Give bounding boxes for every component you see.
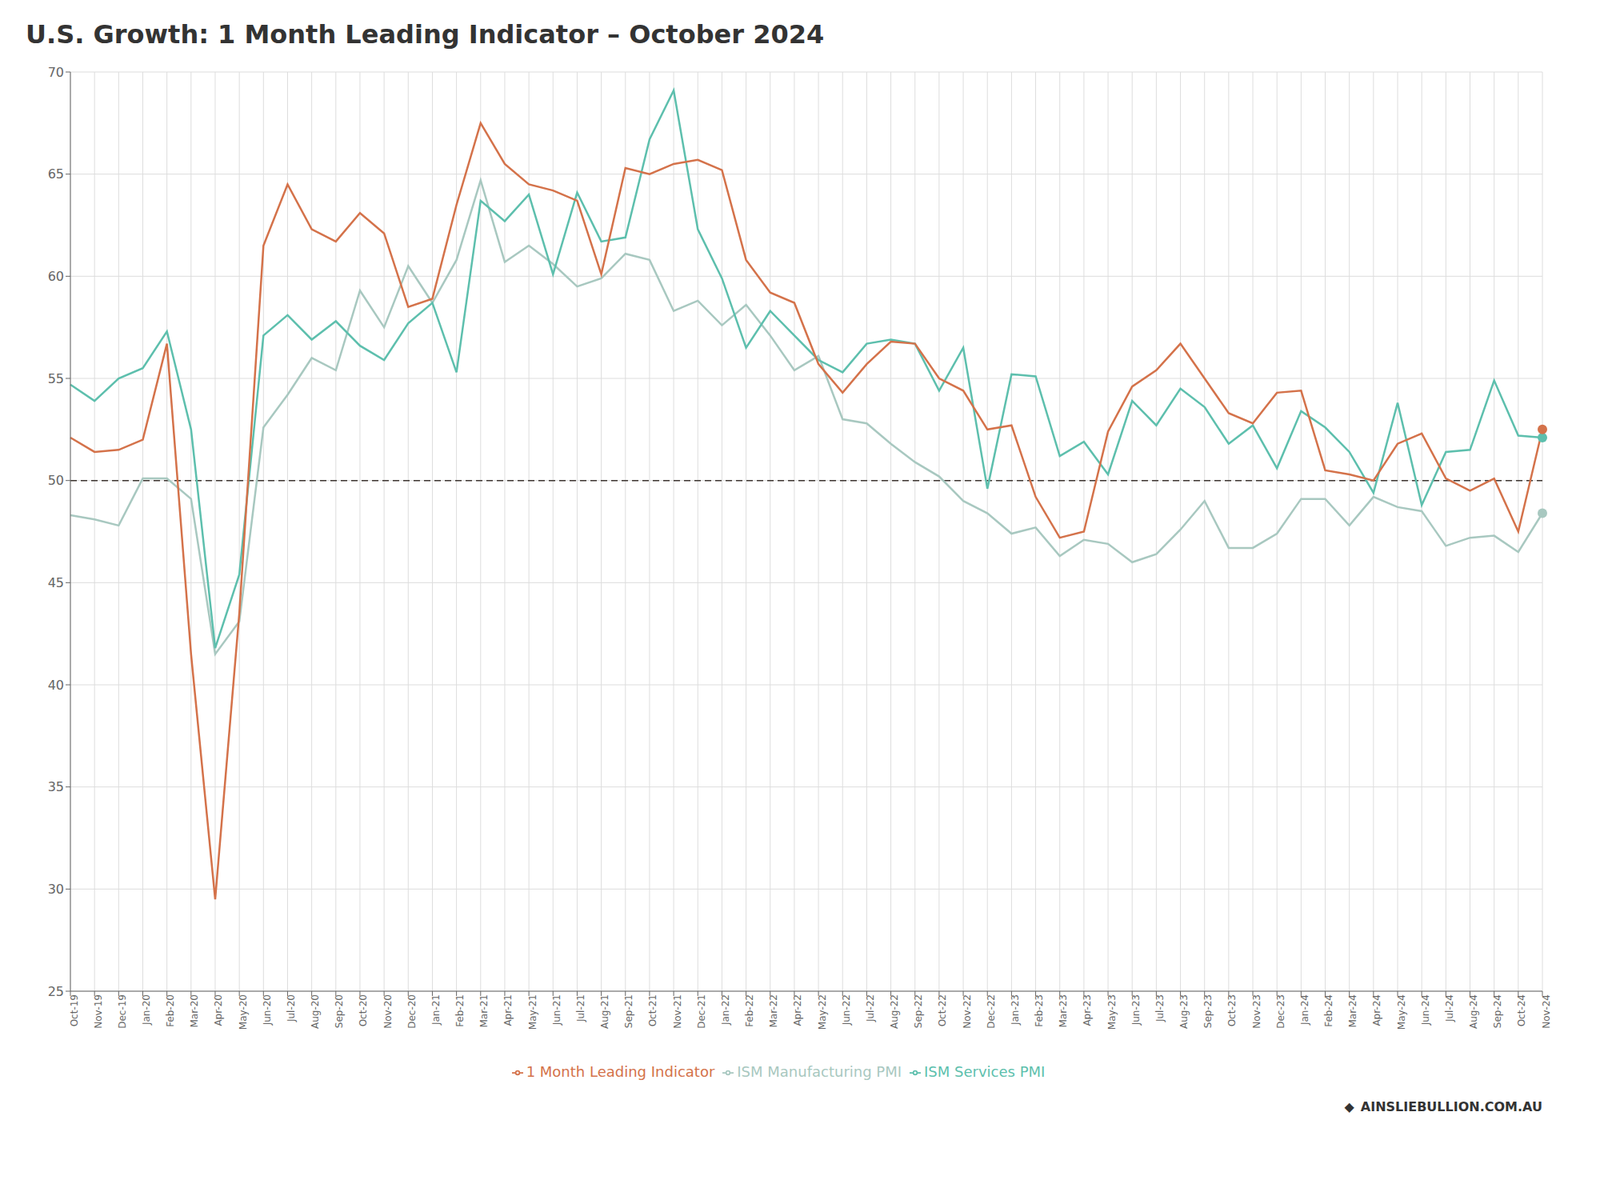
svg-text:Jun-21: Jun-21: [551, 994, 563, 1026]
svg-text:Dec-20: Dec-20: [406, 994, 418, 1029]
svg-text:Jul-20: Jul-20: [285, 994, 297, 1023]
svg-text:50: 50: [48, 472, 64, 488]
svg-text:Jun-23: Jun-23: [1130, 994, 1142, 1026]
svg-text:40: 40: [48, 677, 64, 693]
svg-text:Nov-21: Nov-21: [672, 994, 684, 1029]
svg-text:Jan-24: Jan-24: [1299, 994, 1311, 1026]
svg-text:Apr-20: Apr-20: [213, 994, 225, 1027]
svg-text:Jul-24: Jul-24: [1444, 994, 1456, 1023]
svg-text:Oct-24: Oct-24: [1516, 994, 1528, 1027]
svg-text:May-23: May-23: [1106, 994, 1118, 1030]
svg-text:Mar-24: Mar-24: [1347, 994, 1359, 1028]
svg-text:Sep-23: Sep-23: [1202, 994, 1214, 1028]
svg-text:Oct-21: Oct-21: [647, 994, 659, 1027]
svg-text:Nov-24: Nov-24: [1540, 994, 1552, 1029]
svg-text:Apr-23: Apr-23: [1081, 994, 1093, 1027]
svg-text:Sep-21: Sep-21: [623, 994, 635, 1028]
svg-text:Jul-23: Jul-23: [1154, 994, 1166, 1023]
svg-text:55: 55: [48, 371, 64, 387]
svg-text:Dec-21: Dec-21: [696, 994, 708, 1029]
svg-text:Aug-21: Aug-21: [599, 994, 611, 1029]
svg-text:65: 65: [48, 166, 64, 182]
svg-text:Mar-21: Mar-21: [478, 994, 490, 1028]
svg-text:35: 35: [48, 779, 64, 795]
svg-text:Aug-24: Aug-24: [1468, 994, 1480, 1029]
svg-text:May-21: May-21: [527, 994, 539, 1030]
html-text:◆ AINSLIEBULLION.COM.AU: ◆ AINSLIEBULLION.COM.AU: [1344, 1099, 1543, 1115]
svg-text:May-24: May-24: [1396, 994, 1408, 1030]
svg-text:Dec-19: Dec-19: [116, 994, 128, 1029]
svg-text:May-20: May-20: [237, 994, 249, 1030]
svg-text:Nov-19: Nov-19: [92, 994, 104, 1029]
svg-text:Oct-20: Oct-20: [357, 994, 369, 1027]
svg-text:70: 70: [48, 64, 64, 80]
svg-text:Sep-22: Sep-22: [912, 994, 924, 1028]
svg-text:Aug-22: Aug-22: [888, 994, 900, 1029]
html-text:U.S. Growth: 1 Month Leading I: U.S. Growth: 1 Month Leading Indicator –…: [25, 19, 825, 50]
svg-text:Jan-23: Jan-23: [1009, 994, 1021, 1026]
svg-text:Oct-22: Oct-22: [936, 994, 948, 1027]
svg-text:Aug-20: Aug-20: [309, 994, 321, 1029]
svg-text:Feb-23: Feb-23: [1033, 994, 1045, 1028]
svg-text:May-22: May-22: [816, 994, 828, 1030]
svg-text:Mar-22: Mar-22: [768, 994, 780, 1028]
svg-text:Jun-20: Jun-20: [261, 994, 273, 1026]
svg-text:Nov-20: Nov-20: [382, 994, 394, 1029]
svg-text:Apr-24: Apr-24: [1371, 994, 1383, 1027]
svg-text:Feb-24: Feb-24: [1323, 994, 1335, 1028]
svg-text:Dec-23: Dec-23: [1275, 994, 1287, 1029]
svg-text:Mar-23: Mar-23: [1057, 994, 1069, 1028]
svg-text:Sep-20: Sep-20: [333, 994, 345, 1028]
svg-text:Feb-22: Feb-22: [744, 994, 756, 1028]
svg-text:45: 45: [48, 575, 64, 591]
svg-text:Dec-22: Dec-22: [985, 994, 997, 1029]
svg-text:Nov-23: Nov-23: [1251, 994, 1263, 1029]
svg-text:Mar-20: Mar-20: [188, 994, 200, 1028]
svg-text:Apr-22: Apr-22: [792, 994, 804, 1027]
svg-text:Jan-22: Jan-22: [720, 994, 732, 1026]
svg-text:Jan-21: Jan-21: [430, 994, 442, 1026]
svg-text:Aug-23: Aug-23: [1178, 994, 1190, 1029]
svg-text:Jun-24: Jun-24: [1420, 994, 1432, 1026]
svg-text:Sep-24: Sep-24: [1492, 994, 1504, 1028]
svg-text:Jul-22: Jul-22: [864, 994, 876, 1023]
svg-text:Oct-23: Oct-23: [1226, 994, 1238, 1027]
html-text:ISM Services PMI: ISM Services PMI: [924, 1063, 1046, 1080]
svg-text:30: 30: [48, 881, 64, 897]
html-text:ISM Manufacturing PMI: ISM Manufacturing PMI: [737, 1063, 902, 1080]
html-text:1 Month Leading Indicator: 1 Month Leading Indicator: [526, 1063, 715, 1080]
svg-text:Jun-22: Jun-22: [840, 994, 852, 1026]
svg-text:Oct-19: Oct-19: [68, 994, 80, 1027]
svg-text:Nov-22: Nov-22: [961, 994, 973, 1029]
svg-text:60: 60: [48, 268, 64, 284]
svg-text:Feb-20: Feb-20: [164, 994, 176, 1028]
svg-text:Feb-21: Feb-21: [454, 994, 466, 1028]
svg-text:25: 25: [48, 984, 64, 1000]
svg-text:Jan-20: Jan-20: [140, 994, 152, 1026]
svg-text:Apr-21: Apr-21: [502, 994, 514, 1027]
svg-text:Jul-21: Jul-21: [575, 994, 587, 1023]
